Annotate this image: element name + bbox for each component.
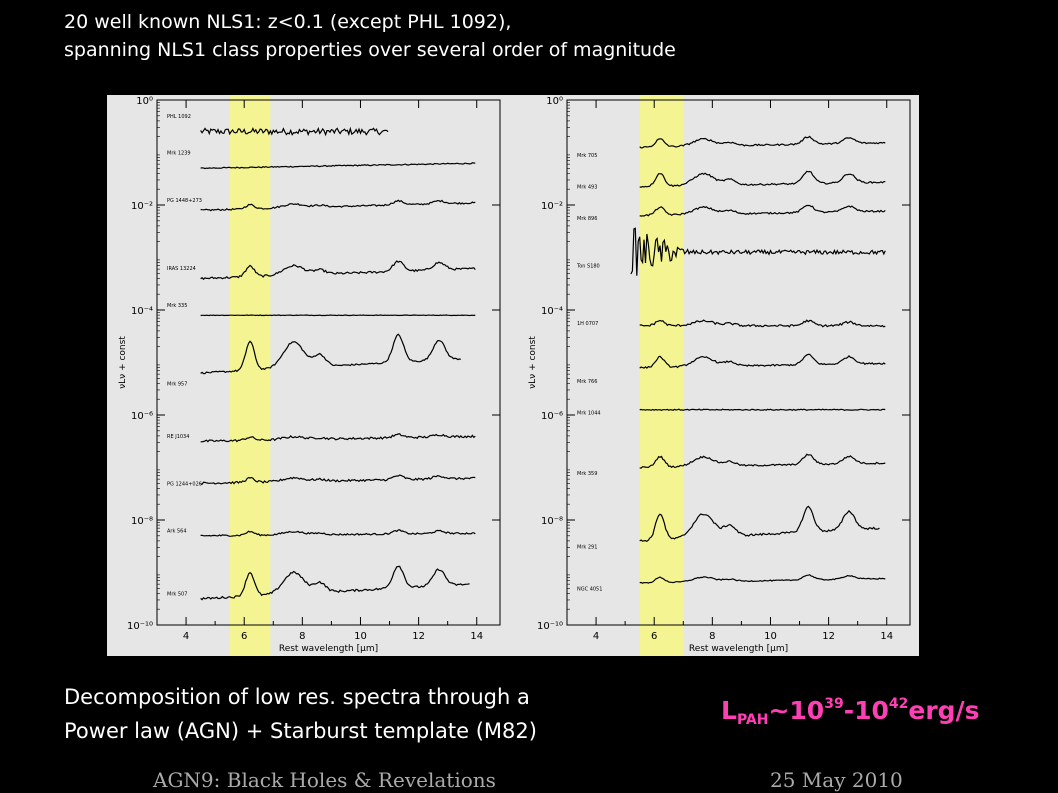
series-label: Mrk 359 [577,471,597,477]
x-axis-label: Rest wavelength [μm] [279,644,378,654]
series-line [200,565,470,601]
y-tick-label: 10⁻⁴ [541,306,563,317]
series-line [200,162,476,170]
y-axis-label: νLν + const [528,336,538,389]
x-tick-label: 14 [470,631,483,642]
x-tick-label: 10 [764,631,777,642]
x-tick-label: 6 [241,631,247,642]
spectra-svg: 4 6 8 10 12 14 10⁰ 10⁻² 10⁻⁴ 10⁻⁶ 10⁻⁸ 10⁻¹⁰ Rest wa… [118,95,911,656]
series-line [639,453,886,469]
y-tick-label: 10⁻⁴ [131,306,153,317]
series-line [200,474,476,485]
series-line [639,353,886,369]
series-label: Mrk 1239 [167,151,191,157]
series-label: Mrk 766 [577,379,597,385]
y-tick-label: 10⁻¹⁰ [537,621,563,632]
series-line [639,408,886,411]
footer-date: 25 May 2010 [770,768,903,792]
plot-frame [566,99,911,626]
series-label: PG 1244+026 [167,481,202,487]
y-tick-label: 10⁻⁸ [131,516,153,527]
x-tick-label: 10 [354,631,367,642]
series-line [200,529,476,537]
y-tick-label: 10⁻⁶ [131,411,153,422]
series-line [639,319,886,328]
series-label: Mrk 291 [577,544,597,550]
y-tick-label: 10⁻² [131,201,153,212]
lpah-base: L [721,696,737,725]
series-line [200,333,461,375]
series-label: NGC 4051 [577,586,602,592]
series-line [630,227,886,276]
lpah-exp1: 39 [824,696,844,712]
series-label: Mrk 493 [577,185,597,191]
y-tick-label: 10⁻⁶ [541,411,563,422]
series-label: Mrk 1044 [577,410,601,416]
series-line [639,135,886,149]
series-line [200,433,476,443]
lpah-exp2: 42 [888,696,909,712]
lpah-tilde: ~10 [768,696,825,725]
series-label: Mrk 705 [577,153,597,159]
series-line [639,170,886,188]
series-line [200,199,476,212]
series-label: Ton S180 [576,263,600,269]
x-tick-label: 8 [709,631,715,642]
x-tick-label: 4 [183,631,189,642]
y-tick-label: 10⁻¹⁰ [127,621,153,632]
lpah-dash: -10 [843,696,889,725]
lpah-unit: erg/s [908,696,980,725]
series-label: PG 1448+273 [167,198,202,204]
pah-highlight-band [229,95,271,656]
spectra-figure: 4 6 8 10 12 14 10⁰ 10⁻² 10⁻⁴ 10⁻⁶ 10⁻⁸ 10⁻¹⁰ Rest wa… [107,95,919,656]
x-axis-label: Rest wavelength [μm] [689,644,788,654]
x-tick-label: 12 [412,631,425,642]
slide-title-line-1: 20 well known NLS1: z<0.1 (except PHL 10… [64,11,512,33]
pah-highlight-band [639,95,684,656]
x-tick-label: 4 [593,631,599,642]
x-tick-label: 8 [299,631,305,642]
series-label: RE J1034 [167,434,189,440]
series-label: PHL 1092 [167,114,191,120]
series-line [639,574,886,584]
lpah-sub: PAH [736,712,769,728]
series-line [639,505,880,543]
x-tick-label: 12 [822,631,835,642]
series-line [200,260,476,281]
series-label: Mrk 957 [167,382,187,388]
series-label: Mrk 335 [167,303,187,309]
series-label: IRAS 13224 [167,266,196,272]
caption-line-2: Power law (AGN) + Starburst template (M8… [64,719,537,743]
pah-luminosity-label: LPAH~1039-1042erg/s [721,696,980,728]
y-tick-label: 10⁻² [541,201,563,212]
y-tick-label: 10⁰ [136,96,153,107]
series-label: 1H 0707 [577,321,598,327]
y-tick-label: 10⁻⁸ [541,516,563,527]
series-label: Mrk 896 [577,216,597,222]
series-line [639,204,886,217]
series-line [200,126,389,137]
caption-line-1: Decomposition of low res. spectra throug… [64,685,530,709]
footer-conference: AGN9: Black Holes & Revelations [153,768,496,792]
x-tick-label: 14 [880,631,893,642]
plot-frame [156,99,501,626]
series-line [200,314,476,317]
series-label: Ark 564 [167,529,187,535]
x-tick-label: 6 [651,631,657,642]
y-tick-label: 10⁰ [546,96,563,107]
series-label: Mrk 507 [167,592,187,598]
slide-title-line-2: spanning NLS1 class properties over seve… [64,39,676,61]
y-axis-label: νLν + const [118,336,128,389]
